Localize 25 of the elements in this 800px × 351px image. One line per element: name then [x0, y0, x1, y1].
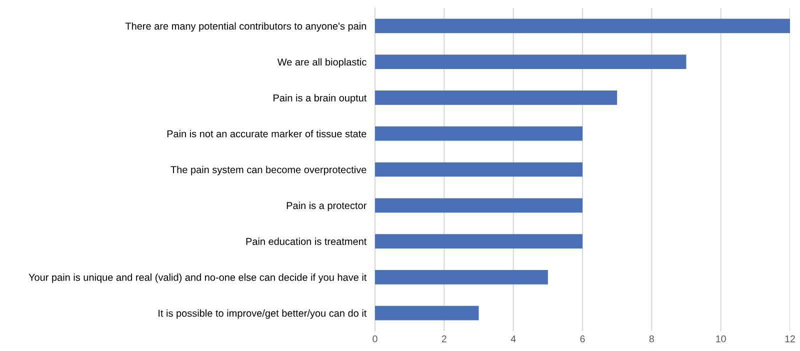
x-tick-label: 8	[649, 335, 654, 342]
bar	[375, 306, 479, 320]
bar	[375, 234, 582, 248]
y-tick-label: It is possible to improve/get better/you can do it	[158, 309, 367, 319]
y-tick-label: Pain is a protector	[286, 202, 367, 212]
x-tick-label: 2	[442, 335, 446, 342]
y-tick-label: Pain is a brain ouptut	[274, 94, 367, 104]
y-tick-label: Your pain is unique and real (valid) and no-one else can decide if you have it	[28, 274, 367, 283]
y-tick-label: The pain system can become overprotective	[170, 166, 366, 176]
bar	[375, 162, 582, 177]
y-tick-label: We are all bioplastic	[277, 58, 366, 68]
bar	[375, 54, 686, 70]
x-tick-label: 4	[510, 336, 516, 342]
x-tick-label: 6	[580, 335, 585, 342]
x-tick-label: 12	[785, 335, 795, 342]
y-tick-label: Pain is not an accurate marker of tissue state	[167, 130, 366, 138]
y-tick-label: There are many potential contributors to anyone's pain	[125, 22, 366, 32]
x-tick-label: 0	[372, 335, 378, 342]
bar	[375, 126, 582, 141]
bar	[375, 90, 618, 105]
y-tick-label: Pain education is treatment	[246, 238, 367, 245]
bar	[375, 18, 790, 34]
bar	[375, 198, 582, 213]
bar	[375, 270, 548, 284]
x-tick-label: 10	[716, 335, 726, 342]
